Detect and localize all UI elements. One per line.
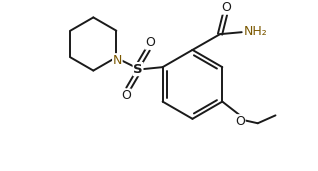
Text: O: O bbox=[221, 1, 231, 14]
Text: O: O bbox=[145, 36, 155, 49]
Text: O: O bbox=[121, 89, 131, 102]
Text: O: O bbox=[235, 115, 245, 128]
Text: NH₂: NH₂ bbox=[244, 25, 267, 38]
Text: N: N bbox=[113, 54, 122, 67]
Text: S: S bbox=[133, 63, 143, 76]
